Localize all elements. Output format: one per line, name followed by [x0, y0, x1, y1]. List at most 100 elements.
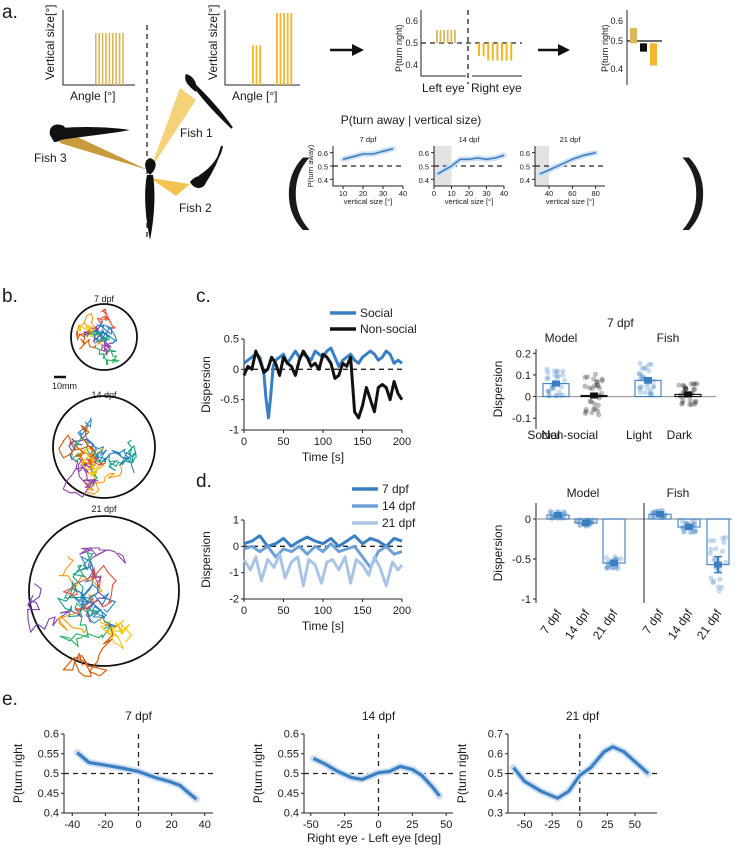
inset-21-ytick-label: 0.6: [520, 149, 530, 158]
c-bar-dot: [596, 385, 603, 391]
d-bar-dot: [721, 539, 727, 545]
a-sum-tick-2: 0.4: [610, 64, 623, 74]
c-line-xtick-label: 0: [241, 436, 247, 448]
inset-7-ytick-label: 0.4: [318, 176, 328, 185]
b-trajectory: [58, 423, 96, 459]
c-bar-dot: [583, 408, 589, 415]
b-trajectory: [27, 583, 82, 634]
a-hist-2-bars: [252, 13, 293, 85]
c-bar-dot: [591, 401, 597, 407]
d-line-xtick-label: 50: [277, 605, 289, 617]
paren-close: ): [682, 143, 708, 231]
d-bar-dot: [707, 538, 713, 544]
c-line-ytick-label: 0: [233, 364, 239, 376]
b-trajectory: [75, 329, 97, 350]
d-bar-dot: [604, 565, 610, 571]
c-bar-dot: [544, 376, 550, 382]
c-bar-dot: [582, 374, 588, 381]
d-bar-dot: [722, 534, 729, 541]
a-hist-1-bars: [95, 33, 124, 85]
c-bar-category-label: Light: [626, 428, 653, 442]
d-bar-dot: [615, 566, 621, 572]
inset-7-ytick-label: 0.6: [318, 149, 328, 158]
panel-label-b: b.: [2, 286, 18, 307]
c-bar-dot: [642, 389, 648, 396]
e-7-series-0: [76, 751, 198, 801]
d-line-xtick-label: 100: [314, 605, 332, 617]
e-7-xtick-label: -40: [64, 819, 80, 831]
c-bar-dot: [679, 401, 685, 407]
a-inset-14dpf: 0 10 20 30 40 0.4 0.5 0.6 14 dpf vertical size [°…: [419, 135, 509, 206]
a-hist-2-xlabel: Angle [°]: [232, 89, 278, 103]
a-eye-bars: [436, 29, 513, 61]
a-eye-left-bar: [439, 29, 442, 43]
c-bar-dot: [687, 397, 693, 403]
c-bar-dot: [556, 389, 562, 396]
d-bar-mean-marker: [582, 520, 590, 526]
e-chart-14dpf: -50 -25 0 25 50 0.4 0.45 0.5 0.55 0.6 14 dpf P(turn…: [251, 709, 453, 831]
e-14-ylabel: P(turn right: [251, 743, 265, 803]
d-bar-dot: [649, 509, 656, 516]
b-age-14: 14 dpf: [91, 390, 117, 400]
a-summary-bar: [650, 43, 657, 66]
b-arena-7: [70, 303, 138, 371]
inset-21-axes: [534, 146, 605, 187]
e-7-ytick-label: 0.45: [38, 788, 59, 800]
inset-14-xtick-label: 40: [500, 189, 508, 198]
d-bar-dot: [609, 565, 615, 571]
c-bar-dot: [637, 386, 643, 392]
e-chart-21dpf: -50 -25 0 25 50 0.3 0.4 0.5 0.6 0.7 21 dpf P(turn r…: [455, 709, 657, 831]
d-bar-dot: [711, 578, 717, 584]
c-bar-ytick-label: 0.2: [516, 348, 531, 360]
c-bar-dot: [677, 392, 683, 399]
d-bar-mean-marker: [610, 560, 618, 566]
d-bar-category-label: 14 dpf: [665, 606, 696, 642]
d-line-chart: 0 50 100 150 200 -2 -1 0 1 Time [s] Dispersion: [199, 515, 411, 634]
c-line-series-0: [243, 346, 403, 420]
d-bar-dot: [651, 514, 657, 520]
b-trajectories: 7 dpf 10mm 14 dpf 21 dpf: [27, 294, 180, 677]
b-trajectory: [77, 312, 109, 352]
d-bar-dot: [716, 588, 722, 594]
c-bar-dot: [640, 373, 646, 379]
d-legend-14: 14 dpf: [382, 499, 416, 513]
arrow-1: [330, 44, 364, 56]
e-14-ytick-label: 0.6: [284, 729, 299, 741]
d-legend-7: 7 dpf: [382, 482, 409, 496]
d-line-ylabel: Dispersion: [199, 531, 213, 588]
c-bar-dot: [594, 382, 600, 389]
d-bar-dot: [575, 518, 581, 524]
a-hist-2-bar: [255, 45, 258, 85]
d-bar-dot: [715, 584, 721, 590]
e-21-ytick-label: 0.4: [488, 788, 503, 800]
inset-7-series-0: [342, 147, 394, 161]
c-line-xtick-label: 100: [314, 436, 332, 448]
a-eye-right-bar: [491, 43, 494, 61]
d-bar-mean-marker: [554, 512, 562, 518]
c-bar-dot: [553, 393, 559, 399]
inset-21-title: 21 dpf: [560, 135, 582, 144]
a-eye-left-bar: [443, 29, 445, 43]
e-7-xtick-label: 40: [199, 819, 211, 831]
fish1-body: [189, 79, 233, 129]
e-21-xtick-label: -50: [517, 819, 533, 831]
c-bar-dot: [650, 384, 657, 390]
d-bar-dot: [549, 515, 556, 521]
a-hist-1-bar: [122, 33, 124, 85]
a-summary-bar: [640, 43, 647, 52]
e-14-series-0: [312, 757, 441, 797]
c-bar-dot: [594, 379, 600, 385]
a-eye-ylabel: P(turn right): [394, 24, 404, 72]
d-bar-dot: [679, 518, 685, 525]
c-bar-dot: [641, 366, 648, 372]
c-bar-dot: [545, 375, 551, 381]
d-line-series-2: [242, 552, 404, 588]
c-line-xtick-label: 200: [393, 436, 411, 448]
c-bar-dot: [639, 384, 645, 390]
c-age-title: 7 dpf: [607, 316, 634, 330]
e-14-ytick-label: 0.55: [278, 748, 299, 760]
inset-14-title: 14 dpf: [459, 135, 481, 144]
d-legend: 7 dpf 14 dpf 21 dpf: [352, 482, 416, 530]
paren-open: (: [284, 143, 310, 231]
c-bar-dot: [584, 374, 591, 380]
